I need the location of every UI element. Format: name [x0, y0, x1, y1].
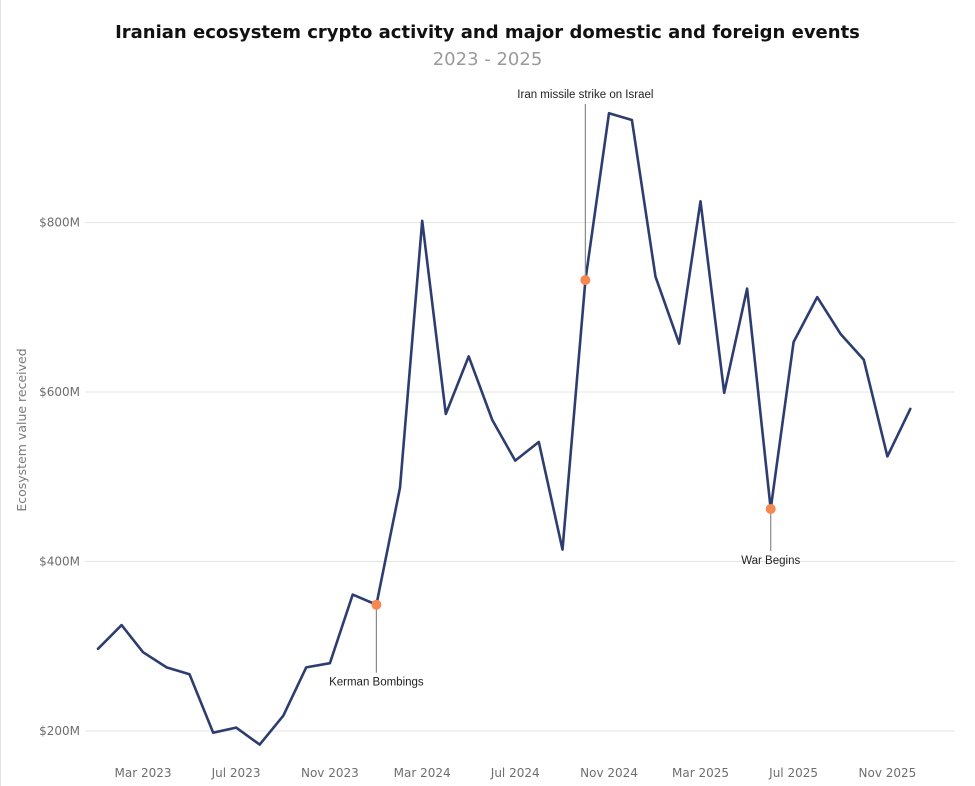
y-tick-label: $800M	[39, 216, 80, 230]
event-annotation: Iran missile strike on Israel	[517, 89, 653, 286]
annotation-label: War Begins	[741, 555, 800, 567]
x-tick-label: Nov 2024	[580, 766, 638, 780]
series-layer	[96, 111, 912, 746]
event-marker	[580, 275, 591, 286]
y-tick-label: $600M	[39, 385, 80, 399]
annotation-label: Iran missile strike on Israel	[517, 89, 653, 101]
annotation-label: Kerman Bombings	[329, 677, 424, 689]
y-tick-label: $400M	[39, 555, 80, 569]
event-annotation: War Begins	[741, 503, 800, 567]
series-line	[96, 111, 912, 746]
x-tick-label: Mar 2025	[672, 766, 729, 780]
x-axis-ticks: Mar 2023 Jul 2023 Nov 2023 Mar 2024 Jul 2024…	[115, 766, 917, 780]
event-annotation: Kerman Bombings	[329, 599, 424, 689]
event-marker	[371, 599, 382, 610]
x-tick-label: Jul 2025	[768, 766, 818, 780]
chart-subtitle: 2023 - 2025	[432, 49, 543, 70]
chart-title: Iranian ecosystem crypto activity and ma…	[115, 22, 860, 43]
x-tick-label: Nov 2023	[301, 766, 359, 780]
x-tick-label: Jul 2024	[490, 766, 540, 780]
x-tick-label: Mar 2024	[394, 766, 451, 780]
annotations-layer: Kerman Bombings Iran missile strike on Is…	[329, 89, 800, 689]
event-marker	[765, 503, 776, 514]
y-tick-label: $200M	[39, 724, 80, 738]
gridlines	[85, 222, 955, 732]
frame-edge	[0, 0, 1, 786]
y-axis-label: Ecosystem value received	[14, 348, 29, 511]
x-tick-label: Mar 2023	[115, 766, 172, 780]
x-tick-label: Nov 2025	[859, 766, 917, 780]
y-axis-ticks: $200M $400M $600M $800M	[39, 216, 80, 739]
x-tick-label: Jul 2023	[211, 766, 261, 780]
